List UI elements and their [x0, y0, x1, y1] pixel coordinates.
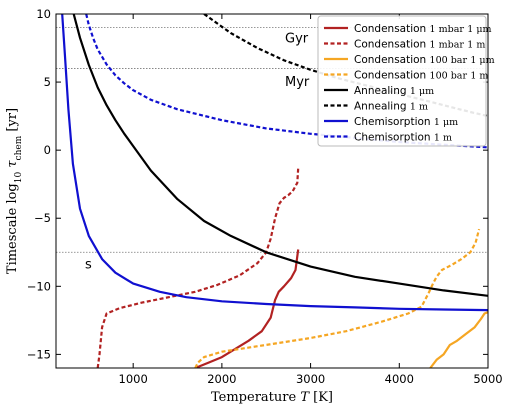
y-tick-label-0: 0: [44, 143, 51, 157]
y-tick-label--5: −5: [34, 211, 51, 225]
series-line-condensation-1-mbar-1-um: [194, 249, 300, 368]
legend-box: [317, 15, 487, 147]
series-layer: [61, 14, 488, 368]
x-tick-label-3000: 3000: [296, 372, 325, 386]
reference-label-myr: Myr: [285, 75, 310, 90]
x-axis-label: Temperature T [K]: [211, 390, 333, 405]
legend-entry-chemisorption-1-um: Chemisorption 1 μm: [354, 116, 458, 128]
plot-frame: [55, 13, 489, 369]
x-tick-label-2000: 2000: [207, 372, 236, 386]
series-line-condensation-100-bar-1-m: [194, 228, 481, 368]
series-line-condensation-100-bar-1-um: [429, 311, 488, 368]
series-line-annealing-1-um: [72, 14, 488, 297]
x-tick-label-1000: 1000: [119, 372, 148, 386]
legend-entry-condensation-1-mbar-1-um: Condensation 1 mbar 1 μm: [354, 23, 492, 35]
reference-label-gyr: Gyr: [285, 32, 309, 47]
legend-entry-annealing-1-um: Annealing 1 μm: [354, 85, 434, 97]
ticks: 1000 2000 3000 4000 5000 −15 −10 −5 0 5 10: [27, 7, 503, 386]
x-tick-label-5000: 5000: [473, 372, 502, 386]
y-tick-label--10: −10: [27, 279, 51, 293]
y-tick-label-10: 10: [36, 7, 51, 21]
reference-label-s: s: [85, 258, 92, 273]
y-tick-label--15: −15: [27, 347, 51, 361]
legend-entry-condensation-100-bar-1-um: Condensation 100 bar 1 μm: [354, 54, 495, 66]
legend-entry-annealing-1-m: Annealing 1 m: [354, 101, 428, 113]
x-tick-label-4000: 4000: [385, 372, 414, 386]
legend-entry-condensation-1-mbar-1-m: Condensation 1 mbar 1 m: [354, 39, 485, 51]
legend-entry-condensation-100-bar-1-m: Condensation 100 bar 1 m: [354, 70, 488, 82]
series-line-condensation-1-mbar-1-m: [96, 167, 300, 368]
reference-labels: Gyr Myr s: [85, 32, 310, 273]
legend-entry-chemisorption-1-m: Chemisorption 1 m: [354, 132, 452, 144]
series-line-chemisorption-1-um: [61, 14, 488, 312]
y-axis-label: Timescale log10 τchem [yr]: [5, 108, 24, 274]
legend: Condensation 1 mbar 1 μm Condensation 1 m…: [317, 15, 495, 147]
y-tick-label-5: 5: [44, 75, 51, 89]
